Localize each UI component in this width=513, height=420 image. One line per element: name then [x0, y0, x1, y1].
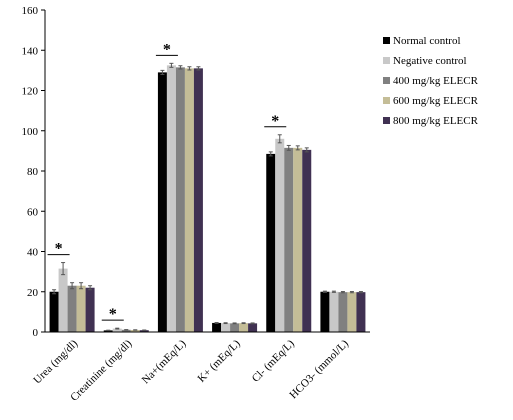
y-tick-label: 140	[22, 45, 39, 57]
bar	[293, 147, 303, 332]
bar	[266, 153, 276, 332]
bar	[284, 147, 294, 332]
y-tick-label: 80	[27, 166, 39, 178]
bar	[184, 68, 194, 333]
bar	[338, 292, 348, 332]
legend-label: 600 mg/kg ELECR	[393, 95, 479, 107]
significance-star: *	[109, 306, 117, 323]
y-tick-label: 40	[27, 247, 39, 259]
x-axis: Urea (mg/dl)Creatinine (mg/dl) Na+(mEq/L)…	[31, 331, 370, 404]
error-bars	[52, 62, 363, 332]
bar	[85, 287, 95, 332]
y-tick-label: 120	[22, 86, 39, 98]
y-axis: 0 20 40 60 80 100 120 140 160	[22, 5, 46, 339]
bar	[329, 291, 339, 332]
y-tick-label: 100	[22, 126, 39, 138]
bar	[212, 322, 222, 332]
bar	[121, 329, 131, 332]
x-tick-label: K+ (mEq/L)	[195, 337, 242, 384]
x-tick-label: Na+(mEq/L)	[140, 337, 189, 386]
bar	[193, 68, 203, 333]
x-tick-label: Urea (mg/dl)	[31, 337, 80, 386]
legend: Normal control Negative control 400 mg/kg …	[383, 35, 479, 127]
legend-swatch	[383, 97, 390, 104]
x-tick-label: Cl- (mEq/L)	[250, 337, 297, 384]
bar	[320, 291, 330, 332]
significance-annotations: * * * *	[47, 41, 287, 323]
legend-label: 400 mg/kg ELECR	[393, 75, 479, 87]
x-tick-label: HCO3- (mmol/L)	[287, 337, 351, 401]
bar	[49, 291, 59, 332]
bar	[221, 323, 231, 332]
bar	[58, 268, 68, 332]
significance-star: *	[271, 113, 279, 130]
bar	[76, 285, 86, 332]
legend-swatch	[383, 117, 390, 124]
bar	[248, 323, 258, 332]
y-tick-label: 160	[22, 5, 39, 17]
bar	[166, 65, 176, 332]
bar	[275, 138, 285, 332]
bar	[130, 329, 140, 332]
bar	[302, 149, 312, 332]
y-tick-label: 20	[27, 287, 39, 299]
bar	[175, 67, 185, 332]
significance-star: *	[55, 241, 63, 258]
legend-swatch	[383, 57, 390, 64]
legend-label: Negative control	[393, 55, 467, 67]
bar	[103, 330, 113, 332]
significance-star: *	[163, 41, 171, 58]
y-tick-label: 0	[33, 327, 39, 339]
bar	[239, 323, 249, 332]
bar	[356, 292, 366, 332]
bar	[112, 328, 122, 332]
legend-swatch	[383, 77, 390, 84]
bars	[49, 65, 366, 333]
bar	[139, 330, 149, 332]
bar	[230, 323, 240, 332]
bar	[347, 292, 357, 332]
bar	[67, 285, 77, 332]
y-tick-label: 60	[27, 206, 39, 218]
legend-label: 800 mg/kg ELECR	[393, 115, 479, 127]
legend-label: Normal control	[393, 35, 461, 47]
bar	[157, 72, 167, 332]
legend-swatch	[383, 37, 390, 44]
